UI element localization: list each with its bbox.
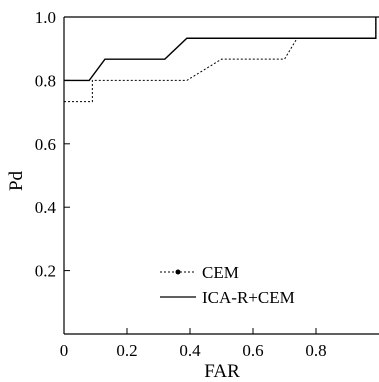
x-tick-label: 0 (60, 341, 69, 360)
x-tick-label: 0.4 (179, 341, 201, 360)
y-tick-labels: 0.2 0.4 0.6 0.8 1.0 (35, 8, 57, 281)
legend-cem-marker (175, 269, 181, 275)
y-tick-label: 0.8 (35, 71, 56, 90)
x-tick-label: 0.8 (305, 341, 326, 360)
legend-cem-label: CEM (202, 263, 239, 282)
plot-frame (63, 17, 379, 335)
x-tick-label: 0.2 (116, 341, 137, 360)
series-ica-r-cem-line (64, 17, 377, 82)
series-layer (64, 16, 379, 103)
y-axis-label: Pd (6, 170, 27, 191)
legend-icar-label: ICA-R+CEM (202, 288, 295, 307)
y-tick-label: 0.6 (35, 135, 56, 154)
y-tick-label: 0.2 (35, 262, 56, 281)
x-tick-labels: 0 0.2 0.4 0.6 0.8 (60, 341, 327, 360)
x-axis-label: FAR (204, 361, 240, 382)
legend: CEM ICA-R+CEM (160, 263, 295, 307)
x-tick-label: 0.6 (242, 341, 263, 360)
y-tick-label: 1.0 (35, 8, 56, 27)
y-tick-label: 0.4 (35, 198, 57, 217)
